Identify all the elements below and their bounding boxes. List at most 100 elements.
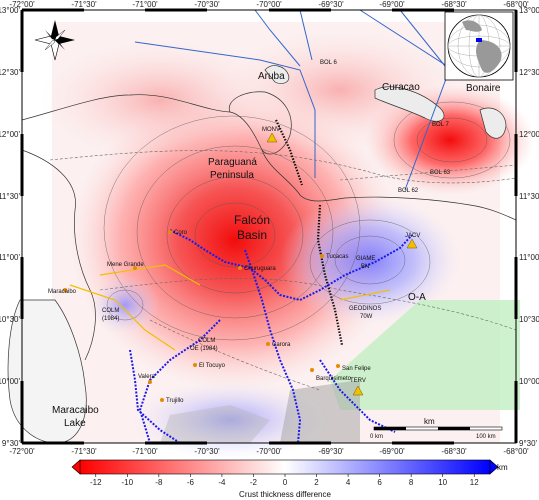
profile-label: GEODINOS xyxy=(349,306,381,312)
axis-frame xyxy=(20,8,518,445)
scale-bar-segment xyxy=(438,427,470,430)
bottom-tick-label: -72°00' xyxy=(9,447,35,456)
colm-low xyxy=(90,275,160,335)
town-marker xyxy=(148,380,152,384)
scale-start-label: 0 km xyxy=(370,434,383,440)
top-tick-label: -70°00' xyxy=(256,0,282,9)
profile-label: BOL 63 xyxy=(430,170,451,176)
profile-bol63 xyxy=(399,9,446,67)
left-tick-label: 13°00' xyxy=(0,6,20,15)
top-tick-label: -71°00' xyxy=(132,0,158,9)
line-monv xyxy=(275,119,304,186)
yellow-profiles xyxy=(69,264,391,351)
north-america-shape xyxy=(462,20,482,32)
aruba-island xyxy=(264,65,290,84)
town-label: Coro xyxy=(174,230,188,236)
fault-line xyxy=(99,278,517,331)
paraguana-label: Paraguaná xyxy=(208,157,257,168)
bottom-tick-label: -68°00' xyxy=(503,447,529,456)
top-tick-labels: -72°00' -71°30' -71°00' -70°30' -70°00' … xyxy=(9,0,529,9)
bottom-tick-label: -69°30' xyxy=(318,447,344,456)
colorbar: -12 -10 -8 -6 -4 -2 0 2 4 6 8 10 12 km Crust thickne… xyxy=(71,459,508,499)
contour xyxy=(416,117,488,163)
right-tick-label: 13°00' xyxy=(519,6,539,15)
colorbar-tick-label: 4 xyxy=(346,478,351,487)
left-tick-label: 9°30' xyxy=(2,439,21,448)
left-tick-label: 11°00' xyxy=(0,253,20,262)
colorbar-tick-label: 12 xyxy=(470,478,479,487)
bottom-tick-label: -69°00' xyxy=(379,447,405,456)
black-station-lines xyxy=(275,119,344,346)
curacao-label: Curacao xyxy=(382,82,420,93)
colorbar-tick-label: -2 xyxy=(250,478,258,487)
right-tick-label: 12°00' xyxy=(519,130,539,139)
town-marker xyxy=(310,368,314,372)
colorbar-right-cap xyxy=(489,459,499,475)
station-label: TERV xyxy=(350,378,366,384)
profile-label: BOL 62 xyxy=(398,188,419,194)
paraguana-label: Peninsula xyxy=(210,170,254,181)
town-marker xyxy=(63,288,67,292)
profile-label: OE (1984) xyxy=(190,346,218,352)
town-label: Tucacas xyxy=(326,254,348,260)
contour xyxy=(166,176,304,294)
right-tick-label: 12°30' xyxy=(519,68,539,77)
gulf-coast xyxy=(21,149,96,361)
town-marker xyxy=(238,266,242,270)
green-zone xyxy=(330,300,520,410)
town-label: Trujillo xyxy=(166,398,184,404)
compass-rose-icon xyxy=(34,20,75,61)
town-label: Barquisimeto xyxy=(316,376,352,382)
profile-colm-w xyxy=(69,284,176,351)
line-west xyxy=(129,349,181,444)
colorbar-tick-label: -8 xyxy=(155,478,163,487)
profile-label: GIAME xyxy=(356,256,375,262)
right-tick-label: 11°00' xyxy=(519,253,539,262)
top-tick-label: -68°00' xyxy=(503,0,529,9)
top-tick-label: -68°30' xyxy=(441,0,467,9)
right-tick-label: 10°30' xyxy=(519,315,539,324)
bottom-tick-label: -70°00' xyxy=(256,447,282,456)
coastline-main xyxy=(21,94,517,221)
station-label: MONV xyxy=(262,127,280,133)
town-label: El Tocuyo xyxy=(199,363,226,369)
bottom-tick-labels: -72°00' -71°30' -71°00' -70°30' -70°00' … xyxy=(9,447,529,456)
thickness-field xyxy=(40,22,535,460)
bottom-tick-label: -71°00' xyxy=(132,447,158,456)
right-tick-label: 11°30' xyxy=(519,192,539,201)
scale-bar: km 0 km 100 km xyxy=(370,417,503,440)
contour xyxy=(136,145,334,319)
line-east xyxy=(319,359,396,433)
blue-station-lines xyxy=(129,229,413,444)
northwest-pink-zone xyxy=(40,40,280,160)
contours xyxy=(103,101,511,341)
colorbar-tick-label: -6 xyxy=(187,478,195,487)
colorbar-tick-label: -10 xyxy=(122,478,134,487)
colorbar-tick-label: -4 xyxy=(218,478,226,487)
profile-label: (1984) xyxy=(102,316,119,322)
colorbar-ticks: -12 -10 -8 -6 -4 -2 0 2 4 6 8 10 12 xyxy=(90,474,479,487)
aruba-label: Aruba xyxy=(258,71,285,82)
colorbar-tick-label: 2 xyxy=(314,478,319,487)
station-terv-icon xyxy=(352,385,364,396)
colorbar-left-cap xyxy=(71,459,81,475)
town-label: Churuguara xyxy=(244,266,276,272)
right-tick-label: 9°30' xyxy=(519,439,538,448)
town-marker xyxy=(336,364,340,368)
left-tick-label: 12°30' xyxy=(0,68,20,77)
contour xyxy=(334,235,406,285)
south-low xyxy=(130,380,330,460)
study-area-marker xyxy=(476,38,482,42)
profile-geodinos xyxy=(339,289,391,301)
line-center xyxy=(244,249,302,444)
scale-unit-label: km xyxy=(424,417,435,426)
bottom-tick-label: -68°30' xyxy=(441,447,467,456)
left-tick-labels: 13°00' 12°30' 12°00' 11°30' 11°00' 10°30… xyxy=(0,6,20,448)
profile-label: BN xyxy=(361,264,369,270)
north-pink-zone xyxy=(220,30,460,150)
town-marker xyxy=(193,363,197,367)
south-america-shape xyxy=(476,40,502,73)
town-marker xyxy=(168,230,172,234)
bonaire-label: Bonaire xyxy=(466,83,501,94)
